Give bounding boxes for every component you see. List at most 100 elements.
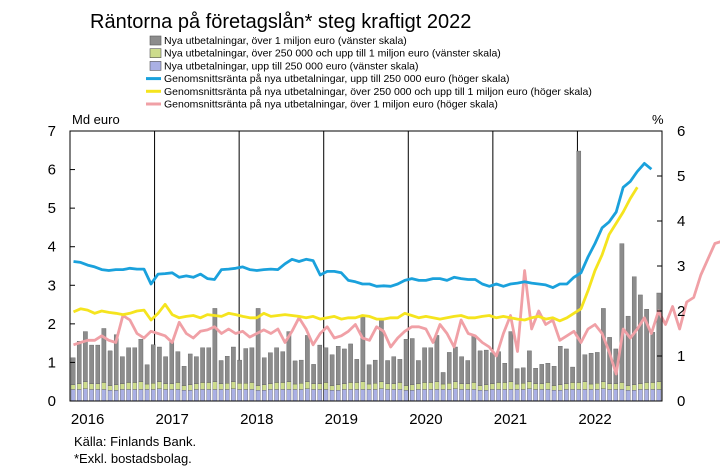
legend-swatch-bar-0 bbox=[149, 35, 162, 46]
left-tick-label-2: 2 bbox=[48, 316, 56, 333]
bar-1-35 bbox=[286, 381, 292, 390]
bar-0-35 bbox=[286, 331, 292, 382]
bar-0-10 bbox=[132, 347, 138, 383]
bar-1-47 bbox=[360, 381, 366, 390]
bar-2-50 bbox=[379, 388, 384, 402]
right-tick-label-1: 1 bbox=[677, 348, 685, 365]
bar-1-80 bbox=[564, 383, 569, 390]
bar-2-78 bbox=[551, 390, 557, 402]
bar-2-83 bbox=[582, 389, 588, 402]
line-series-0 bbox=[73, 161, 653, 290]
bar-1-71 bbox=[508, 381, 514, 390]
bar-1-23 bbox=[212, 381, 218, 390]
left-tick-label-6: 6 bbox=[48, 162, 56, 179]
bar-2-81 bbox=[570, 389, 575, 402]
bar-2-0 bbox=[70, 389, 76, 402]
bar-1-20 bbox=[194, 383, 199, 390]
bar-2-88 bbox=[613, 389, 619, 402]
bar-2-92 bbox=[638, 389, 643, 402]
legend: Nya utbetalningar, över 1 miljon euro (v… bbox=[146, 35, 592, 111]
bar-0-64 bbox=[465, 360, 471, 384]
bar-1-52 bbox=[391, 383, 397, 390]
bar-2-86 bbox=[601, 388, 606, 402]
bar-1-57 bbox=[422, 382, 427, 390]
bar-0-9 bbox=[126, 347, 131, 383]
bar-2-37 bbox=[298, 389, 304, 402]
bar-2-57 bbox=[422, 389, 427, 402]
bar-2-35 bbox=[286, 389, 292, 402]
bar-1-1 bbox=[76, 383, 82, 390]
bar-2-40 bbox=[317, 389, 323, 402]
bar-1-56 bbox=[416, 383, 421, 390]
left-tick-label-7: 7 bbox=[48, 123, 56, 140]
left-tick-label-1: 1 bbox=[48, 354, 56, 371]
bar-1-78 bbox=[551, 385, 557, 391]
bar-2-66 bbox=[477, 390, 483, 402]
bar-0-31 bbox=[261, 357, 267, 385]
bar-2-33 bbox=[274, 389, 279, 402]
bar-2-16 bbox=[169, 389, 175, 402]
bar-2-65 bbox=[471, 389, 477, 402]
legend-label-line-1: Genomsnittsränta på nya utbetalningar, ö… bbox=[164, 86, 592, 98]
bar-0-51 bbox=[385, 360, 390, 384]
bar-2-75 bbox=[533, 389, 538, 402]
bar-0-84 bbox=[588, 352, 594, 385]
bar-0-36 bbox=[292, 360, 298, 385]
bar-0-37 bbox=[298, 359, 304, 384]
bar-2-79 bbox=[557, 390, 563, 402]
bar-0-81 bbox=[570, 366, 575, 383]
bar-0-77 bbox=[545, 363, 551, 383]
bar-2-7 bbox=[113, 390, 119, 402]
bar-2-85 bbox=[594, 389, 600, 402]
bar-2-34 bbox=[280, 389, 286, 402]
bar-0-70 bbox=[502, 363, 508, 383]
bar-1-32 bbox=[268, 383, 273, 390]
bar-2-22 bbox=[206, 389, 212, 402]
bar-1-90 bbox=[625, 385, 631, 391]
bar-0-40 bbox=[317, 344, 323, 384]
bar-2-14 bbox=[157, 388, 162, 402]
bar-2-15 bbox=[163, 389, 168, 402]
line-series-2 bbox=[73, 240, 720, 376]
bar-2-73 bbox=[520, 389, 526, 402]
right-tick-label-0: 0 bbox=[677, 393, 685, 410]
bar-1-83 bbox=[582, 381, 588, 390]
bar-0-86 bbox=[601, 308, 606, 382]
bar-2-10 bbox=[132, 389, 138, 402]
year-label-2016: 2016 bbox=[71, 411, 104, 428]
bar-0-33 bbox=[274, 347, 279, 383]
bar-1-6 bbox=[107, 385, 113, 391]
bar-1-12 bbox=[144, 383, 150, 390]
bar-2-72 bbox=[514, 389, 520, 402]
bar-1-68 bbox=[490, 383, 495, 390]
bar-0-48 bbox=[366, 364, 372, 385]
bar-0-16 bbox=[169, 341, 175, 384]
bar-2-49 bbox=[372, 389, 378, 402]
bar-0-28 bbox=[243, 348, 249, 384]
bar-2-3 bbox=[89, 389, 94, 402]
bar-2-61 bbox=[446, 389, 452, 402]
bar-0-82 bbox=[576, 150, 582, 383]
bar-2-69 bbox=[496, 389, 501, 402]
bar-1-65 bbox=[471, 382, 477, 390]
bar-0-56 bbox=[416, 360, 421, 384]
footnote-exclusion: *Exkl. bostadsbolag. bbox=[74, 451, 192, 466]
bar-0-29 bbox=[249, 347, 255, 383]
bar-1-67 bbox=[483, 384, 489, 391]
bar-1-66 bbox=[477, 385, 483, 391]
bar-0-74 bbox=[527, 350, 532, 382]
bar-1-7 bbox=[113, 384, 119, 391]
bar-2-60 bbox=[440, 389, 446, 402]
bar-0-61 bbox=[446, 352, 452, 384]
bar-2-52 bbox=[391, 389, 397, 402]
bar-2-58 bbox=[428, 389, 434, 402]
bar-0-95 bbox=[656, 292, 662, 382]
bar-1-44 bbox=[342, 383, 347, 390]
bar-1-21 bbox=[200, 382, 205, 390]
bar-1-24 bbox=[218, 383, 224, 390]
bar-2-54 bbox=[403, 390, 409, 402]
bar-1-14 bbox=[157, 381, 162, 389]
bar-2-5 bbox=[101, 389, 107, 402]
bar-0-2 bbox=[83, 331, 88, 382]
bar-1-87 bbox=[607, 383, 612, 390]
